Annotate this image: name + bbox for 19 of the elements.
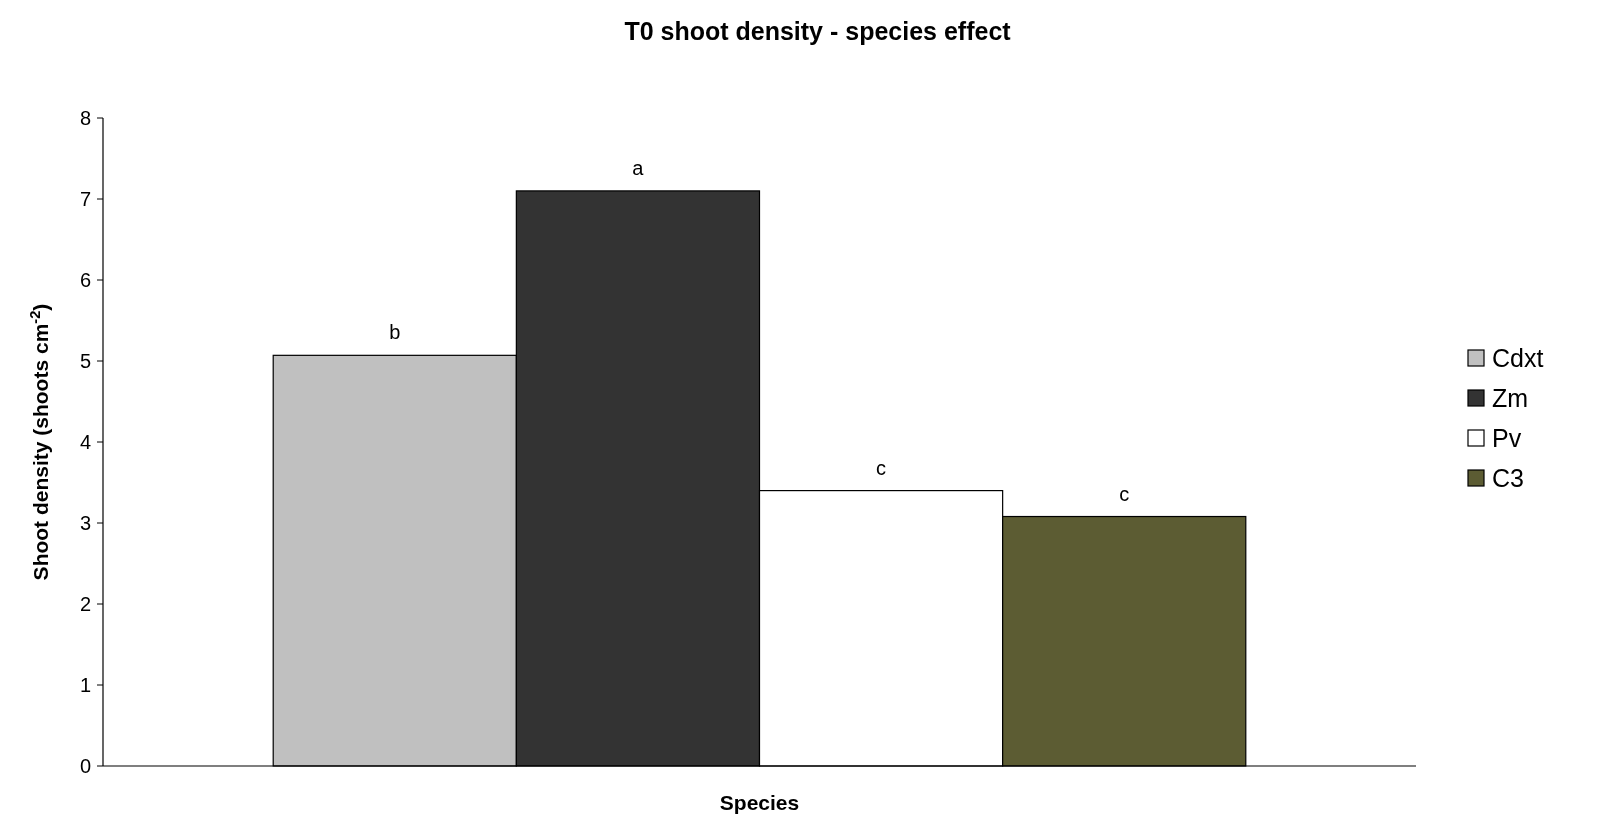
y-tick-label: 1 (79, 674, 91, 696)
legend-label: Cdxt (1492, 343, 1544, 372)
legend-label: C3 (1492, 463, 1524, 492)
y-tick-label: 6 (79, 269, 91, 291)
y-tick-label: 8 (79, 107, 91, 129)
y-tick-label: 4 (79, 431, 91, 453)
y-tick-label: 3 (79, 512, 91, 534)
x-axis-title: Species (719, 791, 800, 814)
y-tick-label: 2 (79, 593, 91, 615)
data-label: a (632, 156, 645, 179)
data-label: c (1119, 482, 1130, 505)
data-label: b (389, 321, 401, 344)
data-label: c (876, 456, 887, 479)
legend-label: Pv (1492, 423, 1522, 452)
chart-title: T0 shoot density - species effect (624, 17, 1012, 45)
y-tick-label: 0 (79, 755, 91, 777)
legend-label: Zm (1492, 383, 1529, 412)
y-tick-label: 5 (79, 350, 91, 372)
y-tick-label: 7 (79, 188, 91, 210)
